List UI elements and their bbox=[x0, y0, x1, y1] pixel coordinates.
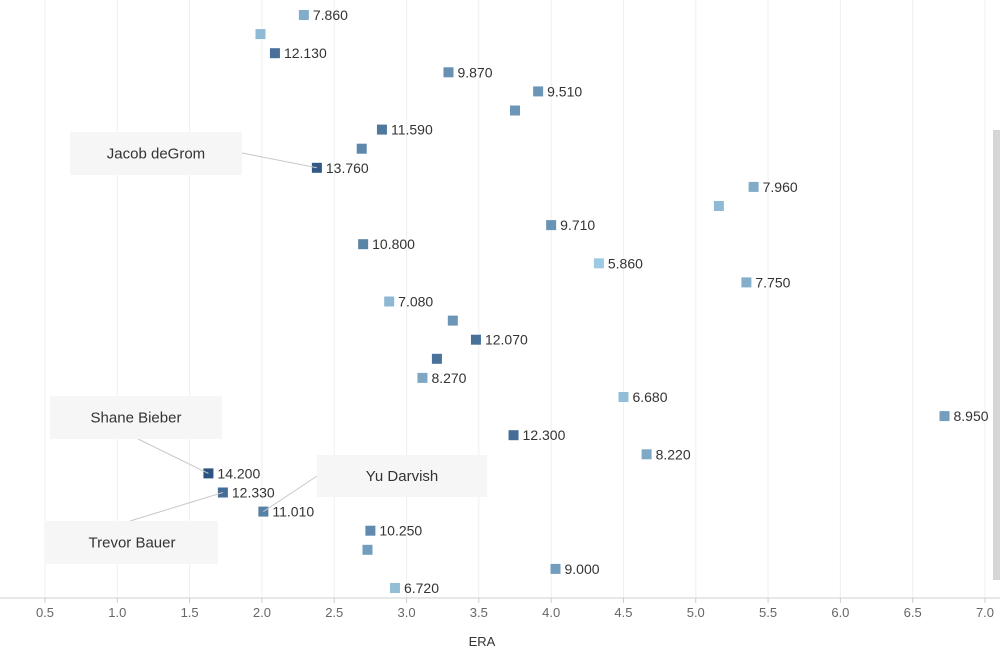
data-label: 9.870 bbox=[457, 64, 492, 80]
x-tick-label: 1.0 bbox=[108, 605, 126, 620]
data-label: 7.080 bbox=[398, 294, 433, 310]
data-label: 12.070 bbox=[485, 332, 528, 348]
data-label: 7.860 bbox=[313, 7, 348, 23]
data-label: 10.800 bbox=[372, 236, 415, 252]
data-label: 6.720 bbox=[404, 580, 439, 596]
data-point[interactable] bbox=[546, 220, 557, 231]
annotation-box[interactable] bbox=[50, 396, 222, 439]
annotation-label: Trevor Bauer bbox=[89, 535, 176, 552]
data-label: 12.330 bbox=[232, 485, 275, 501]
annotation-label: Jacob deGrom bbox=[107, 146, 205, 163]
data-point[interactable] bbox=[431, 353, 442, 364]
grid-lines bbox=[44, 0, 986, 598]
data-point[interactable] bbox=[593, 258, 604, 269]
data-point[interactable] bbox=[533, 86, 544, 97]
data-label: 11.010 bbox=[272, 504, 314, 520]
data-point[interactable] bbox=[447, 315, 458, 326]
data-label: 8.220 bbox=[656, 446, 691, 462]
data-label: 13.760 bbox=[326, 160, 369, 176]
annotation-label: Shane Bieber bbox=[91, 410, 182, 427]
x-tick-label: 3.5 bbox=[470, 605, 488, 620]
annotation-box[interactable] bbox=[317, 455, 487, 497]
data-point[interactable] bbox=[713, 201, 724, 211]
annotation-leader-line bbox=[241, 152, 317, 169]
x-tick-label: 0.5 bbox=[36, 605, 54, 620]
annotation-box[interactable] bbox=[46, 521, 218, 564]
data-point[interactable] bbox=[384, 296, 395, 307]
data-label: 7.750 bbox=[755, 274, 790, 290]
x-tick-label: 6.5 bbox=[904, 605, 922, 620]
data-point[interactable] bbox=[356, 143, 367, 154]
scrollbar-thumb[interactable] bbox=[993, 130, 1000, 580]
data-label: 9.710 bbox=[560, 217, 595, 233]
x-tick-label: 7.0 bbox=[976, 605, 994, 620]
data-point[interactable] bbox=[365, 525, 376, 536]
annotations: Jacob deGrom Shane Bieber Yu Darvish Trevor… bbox=[46, 132, 487, 564]
data-label: 8.950 bbox=[954, 408, 989, 424]
annotation-box[interactable] bbox=[70, 132, 242, 175]
data-point[interactable] bbox=[510, 105, 520, 116]
annotation-leader-line bbox=[263, 475, 318, 513]
x-tick-label: 1.5 bbox=[181, 605, 199, 620]
data-point[interactable] bbox=[443, 67, 454, 78]
x-tick-label: 5.5 bbox=[759, 605, 777, 620]
x-tick-label: 4.5 bbox=[614, 605, 632, 620]
data-point[interactable] bbox=[255, 29, 266, 40]
x-tick-label: 4.0 bbox=[542, 605, 560, 620]
data-point[interactable] bbox=[362, 544, 373, 555]
data-point[interactable] bbox=[376, 124, 387, 135]
data-label: 6.680 bbox=[632, 389, 667, 405]
data-point[interactable] bbox=[748, 181, 759, 192]
data-label: 8.270 bbox=[431, 370, 466, 386]
data-label: 11.590 bbox=[391, 122, 433, 138]
data-point[interactable] bbox=[269, 48, 280, 59]
data-point[interactable] bbox=[550, 563, 561, 574]
annotation-leader-line bbox=[129, 492, 224, 522]
data-point[interactable] bbox=[358, 239, 369, 250]
data-label: 5.860 bbox=[608, 255, 643, 271]
x-axis: 0.5 1.0 1.5 2.0 2.5 3.0 3.5 4.0 4.5 5.0 5.5 6.0 6.5 7… bbox=[0, 597, 1000, 620]
x-axis-title: ERA bbox=[469, 634, 496, 649]
data-label: 9.510 bbox=[547, 83, 582, 99]
annotation-leader-line bbox=[137, 438, 209, 474]
data-point[interactable] bbox=[389, 583, 400, 593]
x-tick-label: 6.0 bbox=[831, 605, 849, 620]
data-point[interactable] bbox=[618, 392, 629, 402]
data-point[interactable] bbox=[470, 334, 481, 345]
data-label: 7.960 bbox=[763, 179, 798, 195]
data-label: 9.000 bbox=[564, 561, 599, 577]
data-point[interactable] bbox=[298, 10, 309, 20]
data-point[interactable] bbox=[939, 411, 950, 422]
data-point[interactable] bbox=[641, 449, 652, 460]
x-tick-label: 2.5 bbox=[325, 605, 343, 620]
data-point[interactable] bbox=[508, 430, 519, 441]
data-marks: 7.860 12.130 9.870 9.510 11.590 13.760 7.960 9.… bbox=[203, 7, 989, 596]
annotation-label: Yu Darvish bbox=[366, 468, 439, 485]
data-label: 14.200 bbox=[217, 465, 260, 481]
data-label: 12.130 bbox=[284, 45, 327, 61]
x-tick-label: 2.0 bbox=[253, 605, 271, 620]
x-tick-label: 5.0 bbox=[687, 605, 705, 620]
x-tick-label: 3.0 bbox=[397, 605, 415, 620]
data-label: 12.300 bbox=[523, 427, 566, 443]
data-point[interactable] bbox=[417, 372, 428, 383]
data-label: 10.250 bbox=[379, 523, 422, 539]
data-point[interactable] bbox=[741, 277, 752, 288]
